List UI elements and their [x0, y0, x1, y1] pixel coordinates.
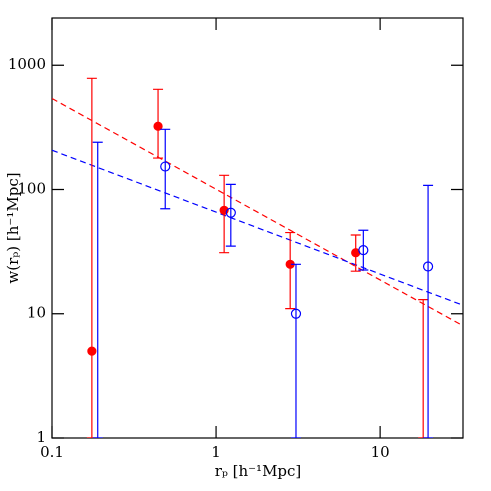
fit-line — [52, 149, 463, 306]
plot-frame — [51, 17, 464, 439]
error-bar — [160, 128, 171, 210]
data-point — [87, 346, 97, 356]
x-axis-label: rₚ [h⁻¹Mpc] — [215, 462, 302, 480]
data-point — [358, 245, 369, 256]
error-bar — [418, 298, 429, 438]
error-bar — [225, 183, 236, 247]
y-tick-label: 1000 — [8, 55, 46, 73]
error-bar — [290, 263, 301, 438]
error-bar — [423, 184, 434, 438]
error-bar — [86, 77, 97, 438]
data-point — [160, 161, 171, 172]
x-tick-label: 10 — [371, 443, 390, 461]
y-axis-label: w(rₚ) [h⁻¹Mpc] — [4, 172, 22, 283]
data-point — [290, 308, 302, 319]
fit-line — [52, 97, 463, 327]
x-tick-label: 0.1 — [40, 443, 64, 461]
y-tick-label: 10 — [27, 304, 46, 322]
error-bar — [92, 141, 103, 438]
plot-area — [52, 77, 463, 438]
data-point — [225, 207, 236, 218]
data-point — [153, 121, 163, 131]
y-tick-label: 100 — [17, 179, 46, 197]
data-point — [422, 261, 434, 272]
error-bar — [358, 229, 369, 271]
error-bar — [285, 231, 296, 310]
y-tick-label: 1 — [36, 428, 46, 446]
x-tick-label: 1 — [211, 443, 221, 461]
